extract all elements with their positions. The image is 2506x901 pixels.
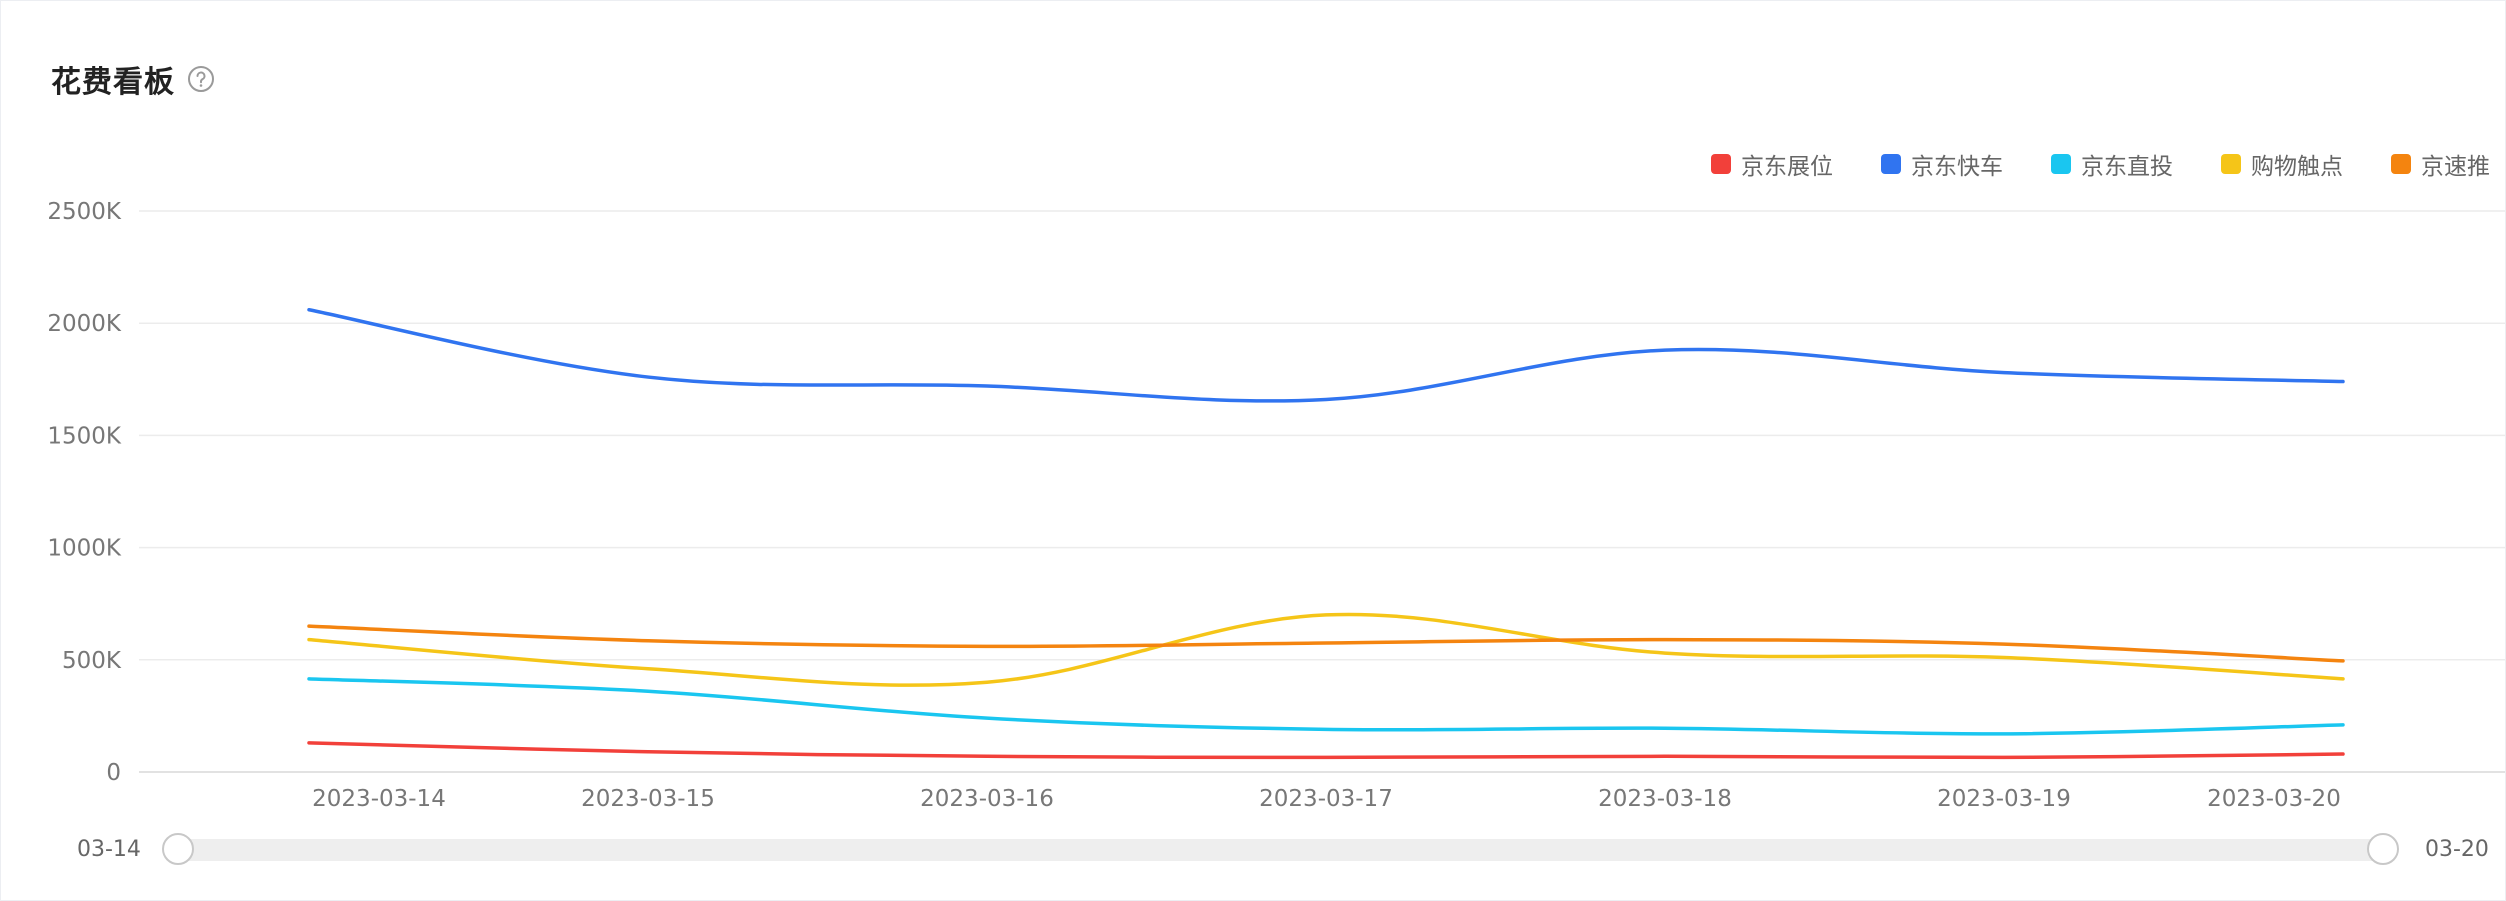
x-tick-label: 2023-03-17	[1259, 786, 1393, 812]
x-tick-label: 2023-03-20	[2207, 786, 2341, 812]
range-start-handle[interactable]	[162, 833, 194, 865]
y-tick-label: 1000K	[47, 536, 122, 562]
question-circle-icon[interactable]	[187, 65, 215, 93]
legend-item[interactable]: 京东展位	[1711, 147, 1833, 181]
x-tick-label: 2023-03-18	[1598, 786, 1732, 812]
legend-label: 京东快车	[1911, 154, 2003, 180]
legend-item[interactable]: 京东快车	[1881, 147, 2003, 181]
y-tick-label: 500K	[62, 648, 122, 674]
x-tick-label: 2023-03-16	[920, 786, 1054, 812]
legend-swatch	[2051, 154, 2071, 174]
panel-title: 花费看板	[51, 65, 175, 100]
x-tick-label: 2023-03-15	[581, 786, 715, 812]
legend-swatch	[1881, 154, 1901, 174]
y-tick-label: 0	[106, 760, 121, 786]
panel-header: 花费看板	[51, 57, 215, 101]
legend-item[interactable]: 京速推	[2391, 147, 2490, 181]
series-line-4[interactable]	[307, 612, 2345, 687]
range-end-label: 03-20	[2425, 837, 2489, 862]
legend-swatch	[2391, 154, 2411, 174]
y-tick-label: 2500K	[47, 199, 122, 225]
series-line-3[interactable]	[307, 677, 2345, 736]
y-tick-label: 2000K	[47, 311, 122, 337]
series-line-1[interactable]	[307, 741, 2345, 760]
legend-label: 京速推	[2421, 154, 2490, 180]
legend-swatch	[2221, 154, 2241, 174]
legend-swatch	[1711, 154, 1731, 174]
series-line-5[interactable]	[307, 624, 2345, 663]
legend-item[interactable]: 购物触点	[2221, 147, 2343, 181]
range-slider-track[interactable]	[177, 839, 2383, 861]
legend-label: 购物触点	[2251, 154, 2343, 180]
y-tick-label: 1500K	[47, 423, 122, 449]
series-line-2[interactable]	[307, 307, 2345, 403]
legend-item[interactable]: 京东直投	[2051, 147, 2173, 181]
chart-legend: 京东展位 京东快车 京东直投 购物触点 京速推	[1711, 147, 2505, 181]
range-end-handle[interactable]	[2367, 833, 2399, 865]
x-tick-label: 2023-03-14	[312, 786, 446, 812]
x-tick-label: 2023-03-19	[1937, 786, 2071, 812]
legend-label: 京东直投	[2081, 154, 2173, 180]
range-start-label: 03-14	[77, 837, 141, 862]
legend-label: 京东展位	[1741, 154, 1833, 180]
